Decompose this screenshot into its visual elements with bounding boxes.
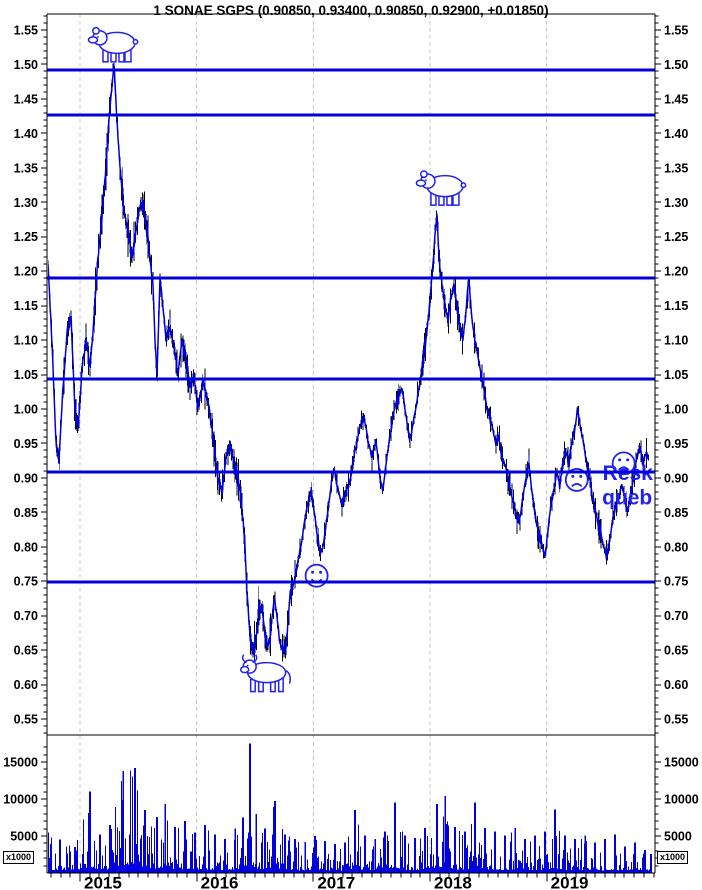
- svg-text:1.55: 1.55: [664, 24, 688, 38]
- svg-text:1.45: 1.45: [14, 92, 38, 106]
- svg-text:0.55: 0.55: [664, 713, 688, 727]
- bear-icon: [87, 26, 139, 63]
- svg-text:1.35: 1.35: [664, 161, 688, 175]
- svg-text:10000: 10000: [664, 793, 699, 807]
- svg-text:1.10: 1.10: [664, 334, 688, 348]
- svg-text:1.20: 1.20: [14, 265, 38, 279]
- svg-text:0.65: 0.65: [664, 644, 688, 658]
- svg-text:1.20: 1.20: [664, 265, 688, 279]
- svg-text:5000: 5000: [664, 830, 692, 844]
- svg-text:1.00: 1.00: [14, 402, 38, 416]
- svg-text:15000: 15000: [664, 756, 699, 770]
- svg-text:1.30: 1.30: [664, 196, 688, 210]
- volume-axis: 5000 5000 10000 10000 15000 15000: [3, 746, 699, 867]
- svg-text:10000: 10000: [3, 793, 38, 807]
- svg-text:0.55: 0.55: [14, 713, 38, 727]
- svg-text:0.70: 0.70: [14, 609, 38, 623]
- year-label: 2015: [84, 874, 122, 890]
- year-label: 2016: [201, 874, 239, 890]
- svg-text:0.60: 0.60: [14, 678, 38, 692]
- svg-text:1.10: 1.10: [14, 334, 38, 348]
- svg-text:0.80: 0.80: [664, 540, 688, 554]
- svg-text:0.75: 0.75: [664, 575, 688, 589]
- annotations: Reskqueb: [87, 26, 653, 693]
- svg-text:1.50: 1.50: [664, 58, 688, 72]
- year-label: 2017: [317, 874, 355, 890]
- price-series: [48, 62, 650, 672]
- svg-text:1.45: 1.45: [664, 92, 688, 106]
- year-label: 2018: [434, 874, 472, 890]
- support-resistance-lines: [47, 68, 655, 584]
- svg-text:0.95: 0.95: [14, 437, 38, 451]
- sad-face-icon: [564, 468, 589, 492]
- svg-text:1.15: 1.15: [664, 299, 688, 313]
- svg-text:1.35: 1.35: [14, 161, 38, 175]
- svg-text:1.50: 1.50: [14, 58, 38, 72]
- annotation-text: queb: [602, 487, 652, 510]
- svg-text:1.25: 1.25: [664, 230, 688, 244]
- svg-text:1.40: 1.40: [14, 127, 38, 141]
- volume-unit-label-left: x1000: [3, 851, 35, 864]
- chart-frame: [46, 13, 656, 874]
- svg-text:1.05: 1.05: [14, 368, 38, 382]
- svg-text:0.85: 0.85: [14, 506, 38, 520]
- year-gridlines: [79, 14, 548, 873]
- chart-title: 1 SONAE SGPS (0.90850, 0.93400, 0.90850,…: [153, 3, 549, 18]
- svg-text:1.40: 1.40: [664, 127, 688, 141]
- svg-text:0.95: 0.95: [664, 437, 688, 451]
- bull-icon: [239, 654, 291, 693]
- svg-text:1.00: 1.00: [664, 402, 688, 416]
- svg-text:15000: 15000: [3, 756, 38, 770]
- svg-text:5000: 5000: [10, 830, 38, 844]
- price-axis: 1.55 1.55 1.50 1.50 1.45 1.45 1.40 1.40 1.35 1.35…: [14, 15, 688, 734]
- svg-text:1.05: 1.05: [664, 368, 688, 382]
- sad-face-icon: [611, 451, 636, 476]
- volume-unit-label-right: x1000: [657, 851, 689, 864]
- svg-text:1.15: 1.15: [14, 299, 38, 313]
- svg-text:0.85: 0.85: [664, 506, 688, 520]
- svg-text:1.30: 1.30: [14, 196, 38, 210]
- svg-text:0.65: 0.65: [14, 644, 38, 658]
- svg-text:0.75: 0.75: [14, 575, 38, 589]
- svg-text:0.60: 0.60: [664, 678, 688, 692]
- svg-text:0.70: 0.70: [664, 609, 688, 623]
- svg-text:1.25: 1.25: [14, 230, 38, 244]
- volume-bars: [48, 743, 652, 873]
- svg-text:0.90: 0.90: [664, 471, 688, 485]
- svg-text:1.55: 1.55: [14, 24, 38, 38]
- svg-text:0.90: 0.90: [14, 471, 38, 485]
- time-axis: 2015 2016 2017 2018 2019: [50, 873, 655, 890]
- bear-icon: [415, 170, 467, 206]
- year-label: 2019: [551, 874, 589, 890]
- svg-text:0.80: 0.80: [14, 540, 38, 554]
